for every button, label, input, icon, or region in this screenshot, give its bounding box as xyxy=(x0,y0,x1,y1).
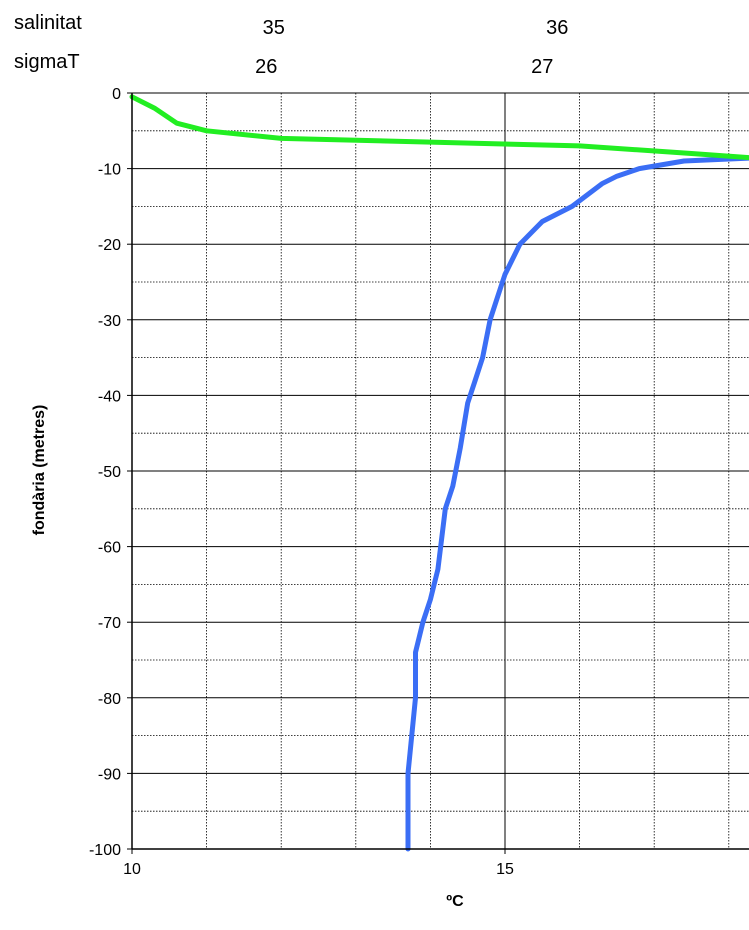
y-tick-label: -20 xyxy=(98,237,121,254)
y-tick-label: -100 xyxy=(89,842,121,859)
y-axis-title: fondària (metres) xyxy=(31,405,48,536)
series-lines xyxy=(129,94,749,852)
top-scale-name: salinitat xyxy=(14,12,82,34)
top-scale-tick-label: 26 xyxy=(255,56,277,78)
y-tick-label: -70 xyxy=(98,615,121,632)
series-line xyxy=(129,94,749,161)
y-tick-label: -30 xyxy=(98,313,121,330)
labels: 0-10-20-30-40-50-60-70-80-90-10010152025… xyxy=(14,12,568,878)
y-tick-label: -10 xyxy=(98,162,121,179)
grid xyxy=(131,92,749,850)
top-scale-tick-label: 36 xyxy=(546,17,568,39)
x-axis-title: ºC xyxy=(446,893,464,910)
y-tick-label: -40 xyxy=(98,388,121,405)
series-line xyxy=(405,155,749,852)
x-tick-label: 15 xyxy=(496,861,514,878)
y-tick-label: -80 xyxy=(98,691,121,708)
top-scale-name: sigmaT xyxy=(14,51,80,73)
y-tick-label: -50 xyxy=(98,464,121,481)
top-scale-tick-label: 27 xyxy=(531,56,553,78)
y-tick-label: 0 xyxy=(112,86,121,103)
y-tick-label: -90 xyxy=(98,766,121,783)
x-tick-label: 10 xyxy=(123,861,141,878)
y-tick-label: -60 xyxy=(98,540,121,557)
axes xyxy=(127,92,749,854)
top-scale-tick-label: 35 xyxy=(263,17,285,39)
